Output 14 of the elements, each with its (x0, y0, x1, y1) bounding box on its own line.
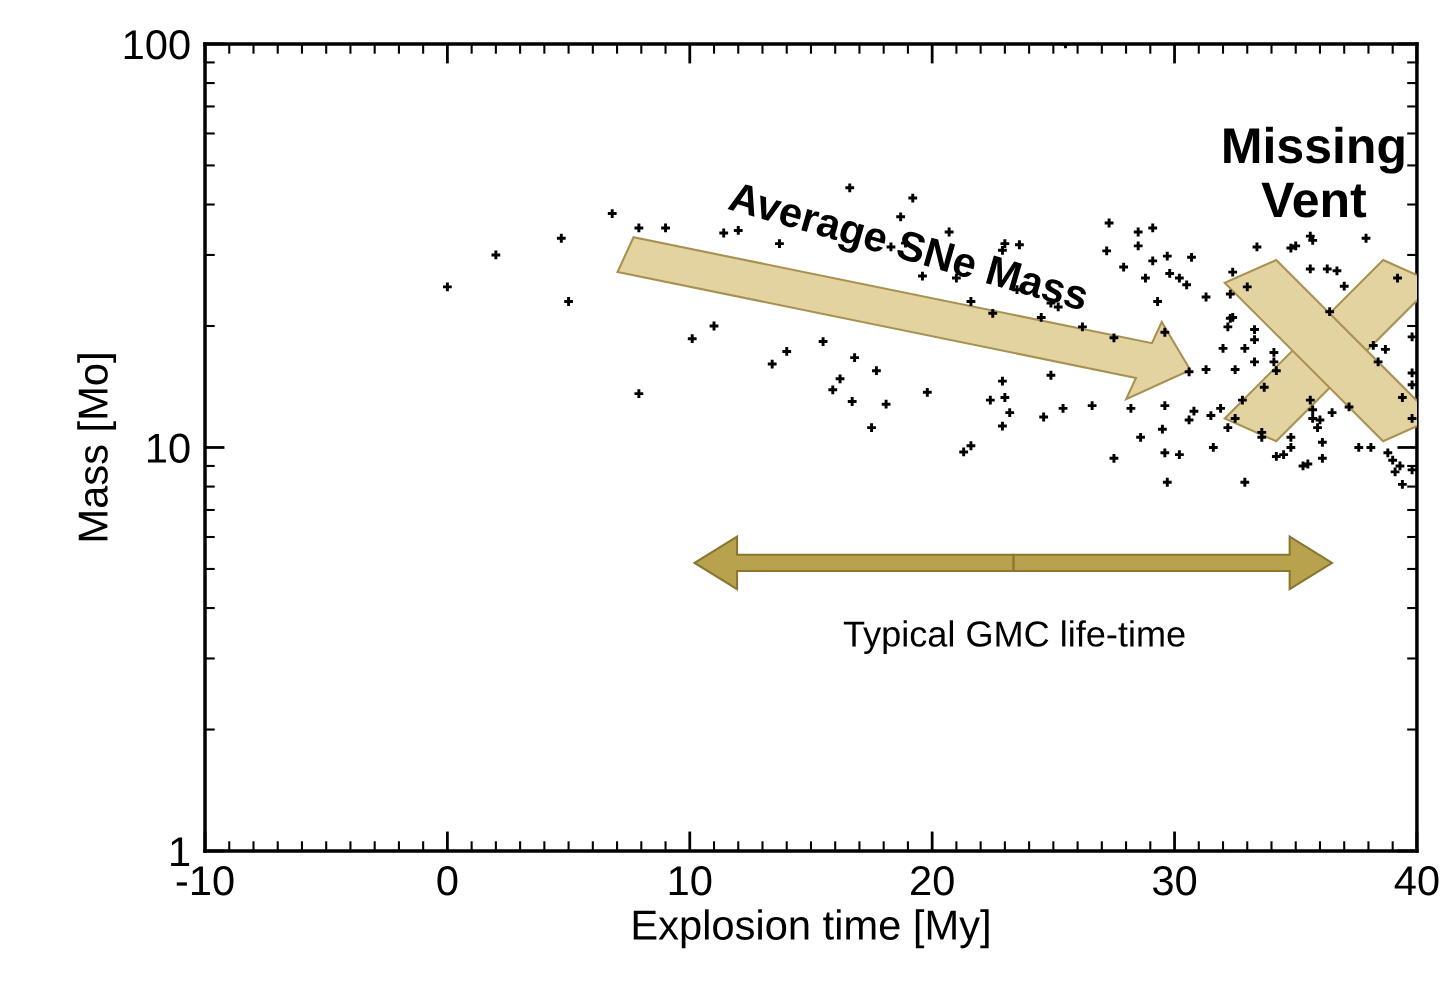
x-tick-label: 0 (437, 865, 458, 896)
x-tick-label: 20 (911, 865, 954, 896)
y-tick-label: 1 (171, 837, 190, 867)
annotation: Missing Vent (1224, 126, 1404, 218)
x-tick-label: 40 (1394, 865, 1439, 896)
x-axis-title: Explosion time [My] (633, 909, 989, 949)
annotation: Typical GMC life-time (843, 620, 1185, 654)
y-axis-title: Mass [Mo] (77, 354, 117, 541)
x-tick-label: 10 (669, 865, 712, 896)
y-tick-label: 10 (147, 433, 190, 463)
x-tick-label: -10 (176, 865, 234, 896)
x-tick-label: 30 (1152, 865, 1197, 896)
y-tick-label: 100 (124, 29, 190, 60)
annotation: Average SNe Mass (725, 181, 1090, 320)
